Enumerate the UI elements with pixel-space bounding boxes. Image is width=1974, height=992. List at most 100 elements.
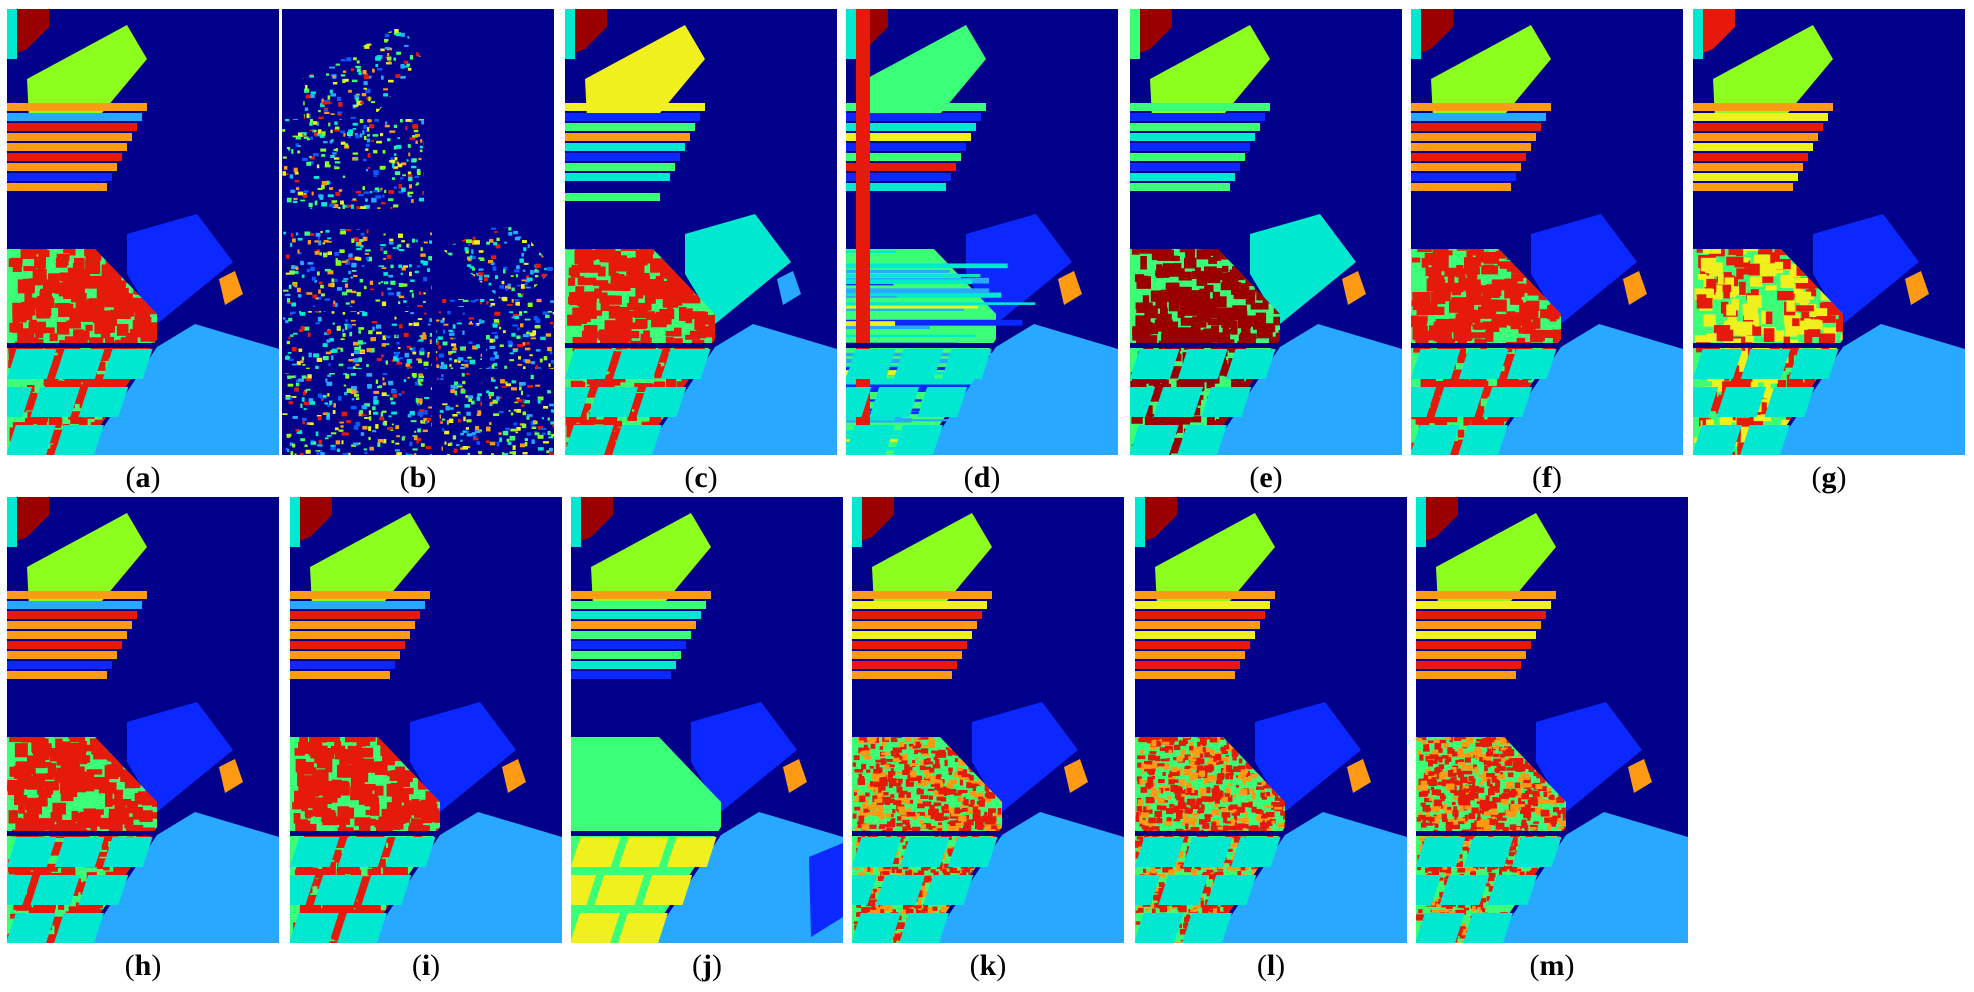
crop-stripe: [565, 143, 685, 151]
crop-stripe: [1416, 661, 1521, 669]
grid-cell: [846, 425, 895, 455]
grid-cell: [1463, 913, 1513, 943]
streak: [846, 250, 896, 254]
field-divider: [1693, 343, 1843, 348]
crop-stripe: [1135, 611, 1265, 619]
crop-stripe: [565, 113, 700, 121]
grid-cell: [642, 875, 693, 905]
map-svg: [1135, 497, 1407, 943]
grid-cell: [846, 387, 872, 417]
map-svg: [1693, 9, 1965, 455]
field-corner: [565, 9, 607, 57]
field-top: [585, 25, 705, 119]
streak: [846, 269, 950, 274]
grid-cell: [54, 913, 104, 943]
crop-stripe: [1130, 133, 1255, 141]
crop-stripe: [1416, 601, 1551, 609]
grid-cell: [1716, 387, 1767, 417]
field-top: [866, 25, 986, 119]
streak: [846, 292, 1002, 298]
streak: [846, 334, 976, 338]
grid-cell: [846, 349, 896, 379]
grid-cell: [1182, 913, 1232, 943]
grid-cell: [1693, 387, 1719, 417]
field-patch: [1628, 759, 1652, 793]
grid-cell: [54, 425, 104, 455]
crop-stripe: [1693, 113, 1828, 121]
crop-stripe: [852, 611, 982, 619]
grid-cell: [923, 875, 974, 905]
streak: [846, 288, 990, 294]
map-svg: [571, 497, 843, 943]
grid-cell: [1693, 425, 1742, 455]
crop-stripe: [1693, 163, 1803, 171]
crop-stripe: [1130, 163, 1240, 171]
grid-cell: [102, 349, 153, 379]
grid-cell: [893, 425, 943, 455]
crop-stripe: [1693, 153, 1808, 161]
field-top: [27, 513, 147, 607]
crop-stripe: [1135, 651, 1245, 659]
grid-cell: [660, 349, 711, 379]
map-svg: [282, 9, 554, 455]
crop-stripe: [852, 681, 947, 689]
field-divider: [1130, 343, 1280, 348]
crop-stripe: [846, 133, 971, 141]
crop-stripe: [290, 611, 420, 619]
field-divider: [7, 831, 157, 836]
map-svg: [7, 9, 279, 455]
crop-stripe: [565, 173, 670, 181]
caption-m: (m): [1529, 949, 1575, 982]
crop-stripe: [1135, 681, 1230, 689]
grid-cell: [1158, 875, 1209, 905]
crop-stripe: [7, 183, 107, 191]
grid-cell: [869, 387, 920, 417]
field-divider: [290, 831, 440, 836]
grid-cell: [899, 837, 950, 867]
crop-stripe: [1135, 631, 1255, 639]
crop-stripe: [1416, 651, 1526, 659]
crop-stripe: [7, 193, 102, 201]
grid-cell: [54, 837, 105, 867]
grid-cell: [1130, 425, 1179, 455]
field-corner: [1411, 9, 1453, 57]
map-svg: [1411, 9, 1683, 455]
crop-stripe: [7, 123, 137, 131]
grid-cell: [30, 875, 81, 905]
crop-stripe: [7, 113, 142, 121]
field-triangle: [1536, 702, 1642, 812]
grid-cell: [313, 875, 364, 905]
grid-cell: [1177, 425, 1227, 455]
crop-stripe: [571, 661, 676, 669]
grid-cell: [1135, 837, 1185, 867]
field-corner-edge: [7, 497, 17, 547]
field-top: [27, 25, 147, 119]
classification-map-m: [1416, 497, 1688, 943]
grid-cell: [1740, 349, 1791, 379]
grid-cell: [1511, 837, 1562, 867]
classification-map-k: [852, 497, 1124, 943]
grid-cell: [1130, 349, 1180, 379]
grid-cell: [565, 425, 614, 455]
streak: [846, 308, 964, 311]
field-divider: [7, 343, 157, 348]
crop-stripe: [7, 671, 107, 679]
crop-stripe: [1411, 183, 1511, 191]
grid-cell: [7, 425, 56, 455]
grid-cell: [612, 349, 663, 379]
grid-cell: [1416, 875, 1442, 905]
crop-stripe: [290, 641, 405, 649]
field-divider: [571, 831, 721, 836]
crop-stripe: [1130, 123, 1260, 131]
caption-i: (i): [411, 949, 441, 982]
crop-stripe: [852, 651, 962, 659]
caption-l: (l): [1256, 949, 1286, 982]
crop-stripe: [1411, 193, 1506, 201]
streak: [846, 302, 1036, 305]
crop-stripe: [1411, 143, 1531, 151]
crop-stripe: [565, 193, 660, 201]
crop-stripe: [7, 651, 117, 659]
field-top: [1713, 25, 1833, 119]
crop-stripe: [565, 163, 675, 171]
streak: [846, 295, 897, 298]
